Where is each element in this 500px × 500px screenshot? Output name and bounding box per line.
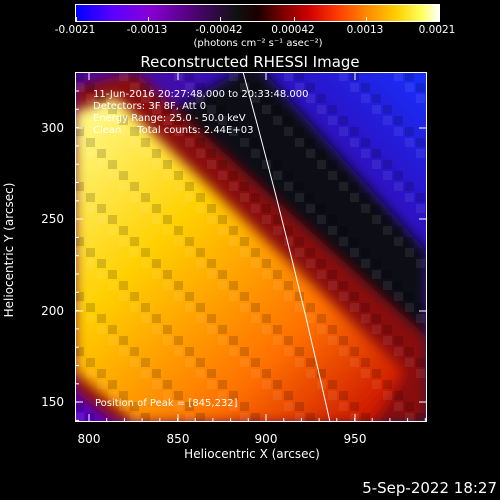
plot-title: Reconstructed RHESSI Image [140,53,360,71]
colorbar [75,4,440,22]
plot-frame-border [75,72,427,422]
colorbar-tick-label: -0.00042 [195,24,243,36]
flare-emission [75,97,405,422]
colorbar-tick [294,17,295,22]
colorbar-tick [438,17,439,22]
colorbar-tick [76,17,77,22]
x-tick-label: 950 [343,432,367,446]
colorbar-tick-label: 0.0021 [418,24,456,36]
annotation-time-range: 11-Jun-2016 20:27:48.000 to 20:33:48.000 [93,89,309,100]
image-canvas [75,72,427,422]
footer-date: 5-Sep-2022 18:27 [362,479,497,497]
colorbar-tick-label: 0.0013 [346,24,384,36]
annotation-peak-position: Position of Peak = [845,232] [95,398,238,409]
colorbar-tick-label: -0.0021 [54,24,96,36]
annotation-energy-range: Energy Range: 25.0 - 50.0 keV [93,113,246,124]
colorbar-tick-label: -0.0013 [126,24,168,36]
y-tick-label: 200 [41,304,64,318]
y-axis-label: Heliocentric Y (arcsec) [2,182,16,318]
y-tick-label: 250 [41,212,64,226]
annotation-detectors: Detectors: 3F 8F, Att 0 [93,101,207,112]
y-tick-label: 300 [41,121,64,135]
x-tick-label: 900 [254,432,278,446]
colorbar-units: (photons cm⁻² s⁻¹ asec⁻²) [193,38,323,49]
x-axis-label: Heliocentric X (arcsec) [184,447,320,461]
annotation-algorithm: Clean Total counts: 2.44E+03 [93,125,254,136]
solar-limb-line [242,72,331,422]
colorbar-tick [148,17,149,22]
colorbar-tick [220,17,221,22]
rhessi-image: 11-Jun-2016 20:27:48.000 to 20:33:48.000… [75,72,427,422]
x-tick-label: 800 [77,432,101,446]
x-tick-label: 850 [166,432,190,446]
y-tick-label: 150 [41,395,64,409]
image-mottling [75,72,425,422]
colorbar-tick [366,17,367,22]
colorbar-tick-label: 0.00042 [271,24,315,36]
